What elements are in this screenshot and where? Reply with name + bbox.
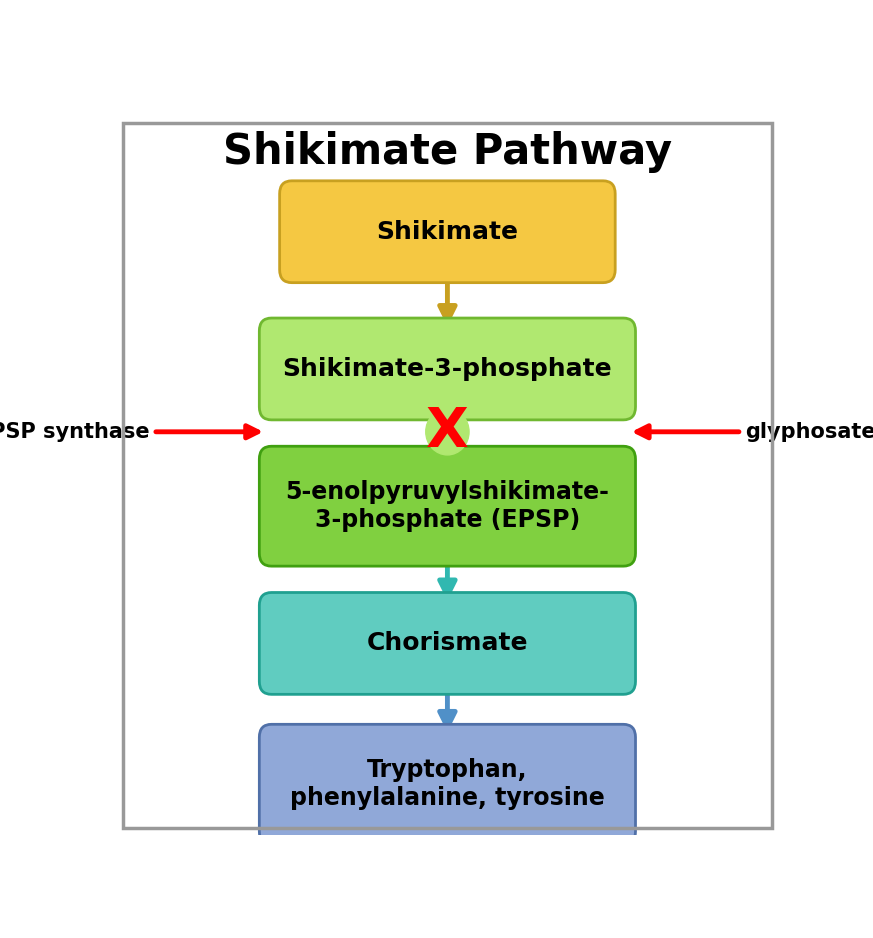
FancyBboxPatch shape [259, 593, 636, 694]
Text: glyphosate: glyphosate [746, 422, 873, 442]
FancyBboxPatch shape [279, 181, 615, 282]
Text: Shikimate-3-phosphate: Shikimate-3-phosphate [283, 357, 612, 381]
Text: 5-enolpyruvylshikimate-
3-phosphate (EPSP): 5-enolpyruvylshikimate- 3-phosphate (EPS… [285, 480, 609, 532]
Text: Shikimate Pathway: Shikimate Pathway [223, 131, 672, 174]
Text: Chorismate: Chorismate [367, 631, 528, 656]
Text: X: X [426, 405, 469, 459]
Text: Shikimate: Shikimate [376, 219, 519, 244]
Text: EPSP synthase: EPSP synthase [0, 422, 150, 442]
FancyBboxPatch shape [259, 446, 636, 567]
FancyBboxPatch shape [259, 724, 636, 844]
Circle shape [426, 409, 469, 455]
FancyBboxPatch shape [259, 318, 636, 420]
Text: Tryptophan,
phenylalanine, tyrosine: Tryptophan, phenylalanine, tyrosine [290, 758, 605, 810]
